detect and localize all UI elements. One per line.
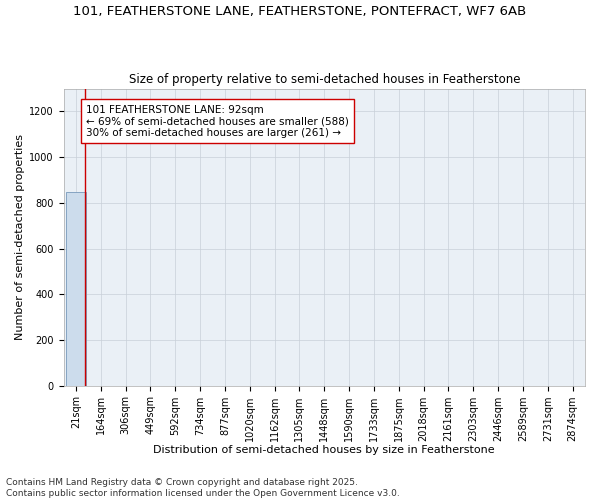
Text: 101 FEATHERSTONE LANE: 92sqm
← 69% of semi-detached houses are smaller (588)
30%: 101 FEATHERSTONE LANE: 92sqm ← 69% of se… — [86, 104, 349, 138]
Text: 101, FEATHERSTONE LANE, FEATHERSTONE, PONTEFRACT, WF7 6AB: 101, FEATHERSTONE LANE, FEATHERSTONE, PO… — [73, 5, 527, 18]
Bar — [66, 192, 86, 386]
X-axis label: Distribution of semi-detached houses by size in Featherstone: Distribution of semi-detached houses by … — [154, 445, 495, 455]
Title: Size of property relative to semi-detached houses in Featherstone: Size of property relative to semi-detach… — [128, 73, 520, 86]
Y-axis label: Number of semi-detached properties: Number of semi-detached properties — [15, 134, 25, 340]
Text: Contains HM Land Registry data © Crown copyright and database right 2025.
Contai: Contains HM Land Registry data © Crown c… — [6, 478, 400, 498]
